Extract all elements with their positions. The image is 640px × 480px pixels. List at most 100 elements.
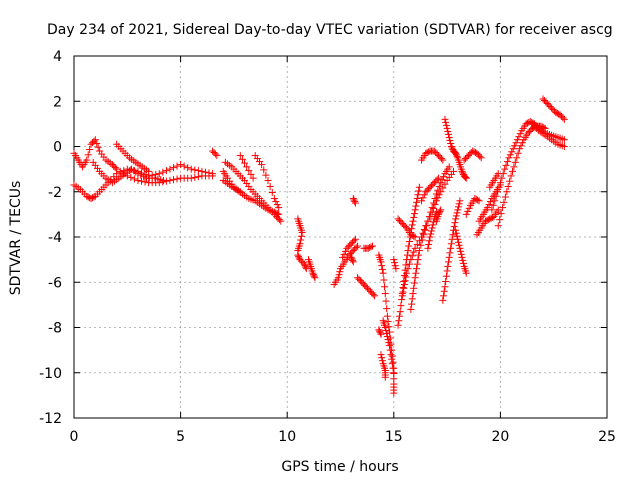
data-point bbox=[560, 115, 568, 123]
data-point bbox=[492, 192, 500, 200]
x-tick-label: 25 bbox=[598, 429, 616, 445]
data-point bbox=[420, 231, 428, 239]
x-tick-label: 5 bbox=[176, 429, 185, 445]
data-point bbox=[145, 167, 153, 175]
data-point bbox=[556, 111, 564, 119]
data-point bbox=[273, 210, 281, 218]
data-point bbox=[456, 244, 464, 252]
data-point bbox=[424, 244, 432, 252]
y-tick-label: -10 bbox=[39, 366, 62, 382]
data-point bbox=[445, 253, 453, 261]
data-point bbox=[413, 265, 421, 273]
data-point bbox=[439, 156, 447, 164]
data-point bbox=[431, 201, 439, 209]
data-point bbox=[83, 156, 91, 164]
data-point bbox=[499, 170, 507, 178]
data-point bbox=[507, 172, 515, 180]
data-point bbox=[88, 139, 96, 147]
data-point bbox=[506, 151, 514, 159]
data-point bbox=[365, 286, 373, 294]
data-point bbox=[408, 225, 416, 233]
data-point bbox=[455, 241, 463, 249]
data-point bbox=[351, 199, 359, 207]
data-point bbox=[379, 269, 387, 277]
data-point bbox=[452, 149, 460, 157]
data-point bbox=[211, 150, 219, 158]
data-point bbox=[437, 155, 445, 163]
data-point bbox=[362, 283, 370, 291]
data-point bbox=[377, 351, 385, 359]
data-point bbox=[514, 149, 522, 157]
data-point bbox=[546, 103, 554, 111]
data-point bbox=[545, 101, 553, 109]
data-point bbox=[434, 194, 442, 202]
data-point bbox=[548, 104, 556, 112]
data-point bbox=[346, 241, 354, 249]
data-point bbox=[382, 297, 390, 305]
data-point bbox=[442, 277, 450, 285]
data-point bbox=[446, 249, 454, 257]
data-point bbox=[83, 192, 91, 200]
data-point bbox=[364, 244, 372, 252]
data-point bbox=[297, 236, 305, 244]
data-point bbox=[489, 201, 497, 209]
data-point bbox=[408, 295, 416, 303]
data-point bbox=[311, 274, 319, 282]
data-point bbox=[495, 183, 503, 191]
data-point bbox=[531, 123, 539, 131]
data-point bbox=[459, 256, 467, 264]
data-point bbox=[366, 287, 374, 295]
data-point bbox=[437, 206, 445, 214]
data-point bbox=[177, 161, 185, 169]
data-point bbox=[444, 262, 452, 270]
data-point bbox=[430, 147, 438, 155]
data-point bbox=[272, 209, 280, 217]
data-point bbox=[380, 276, 388, 284]
data-point bbox=[351, 198, 359, 206]
data-point bbox=[236, 188, 244, 196]
data-point bbox=[452, 215, 460, 223]
x-tick-label: 15 bbox=[385, 429, 403, 445]
data-point bbox=[539, 95, 547, 103]
x-tick-labels: 0 5 10 15 20 25 bbox=[70, 429, 616, 445]
y-tick-label: 0 bbox=[53, 140, 62, 156]
data-point bbox=[509, 145, 517, 153]
data-point bbox=[410, 210, 418, 218]
data-point bbox=[155, 179, 163, 187]
data-point bbox=[294, 251, 302, 259]
data-point bbox=[399, 288, 407, 296]
data-point bbox=[404, 247, 412, 255]
data-point bbox=[141, 178, 149, 186]
data-point bbox=[559, 114, 567, 122]
data-point bbox=[160, 176, 168, 184]
data-point bbox=[413, 260, 421, 268]
data-point bbox=[522, 120, 530, 128]
data-point bbox=[238, 155, 246, 163]
data-point bbox=[375, 326, 383, 334]
data-point bbox=[209, 170, 217, 178]
data-point bbox=[396, 308, 404, 316]
data-point bbox=[459, 259, 467, 267]
data-point bbox=[405, 242, 413, 250]
data-point bbox=[413, 195, 421, 203]
data-point bbox=[498, 174, 506, 182]
data-point bbox=[349, 238, 357, 246]
data-point bbox=[496, 179, 504, 187]
data-point bbox=[475, 197, 483, 205]
x-tick-label: 20 bbox=[491, 429, 509, 445]
data-point bbox=[401, 222, 409, 230]
data-point bbox=[518, 139, 526, 147]
data-point bbox=[378, 262, 386, 270]
data-point bbox=[494, 222, 502, 230]
data-point bbox=[423, 186, 431, 194]
data-point bbox=[435, 191, 443, 199]
data-point bbox=[431, 195, 439, 203]
y-tick-label: -6 bbox=[48, 275, 62, 291]
data-point bbox=[350, 237, 358, 245]
data-point bbox=[367, 243, 375, 251]
data-point bbox=[444, 127, 452, 135]
data-point bbox=[470, 148, 478, 156]
data-point bbox=[424, 217, 432, 225]
data-point bbox=[439, 184, 447, 192]
data-point bbox=[169, 164, 177, 172]
